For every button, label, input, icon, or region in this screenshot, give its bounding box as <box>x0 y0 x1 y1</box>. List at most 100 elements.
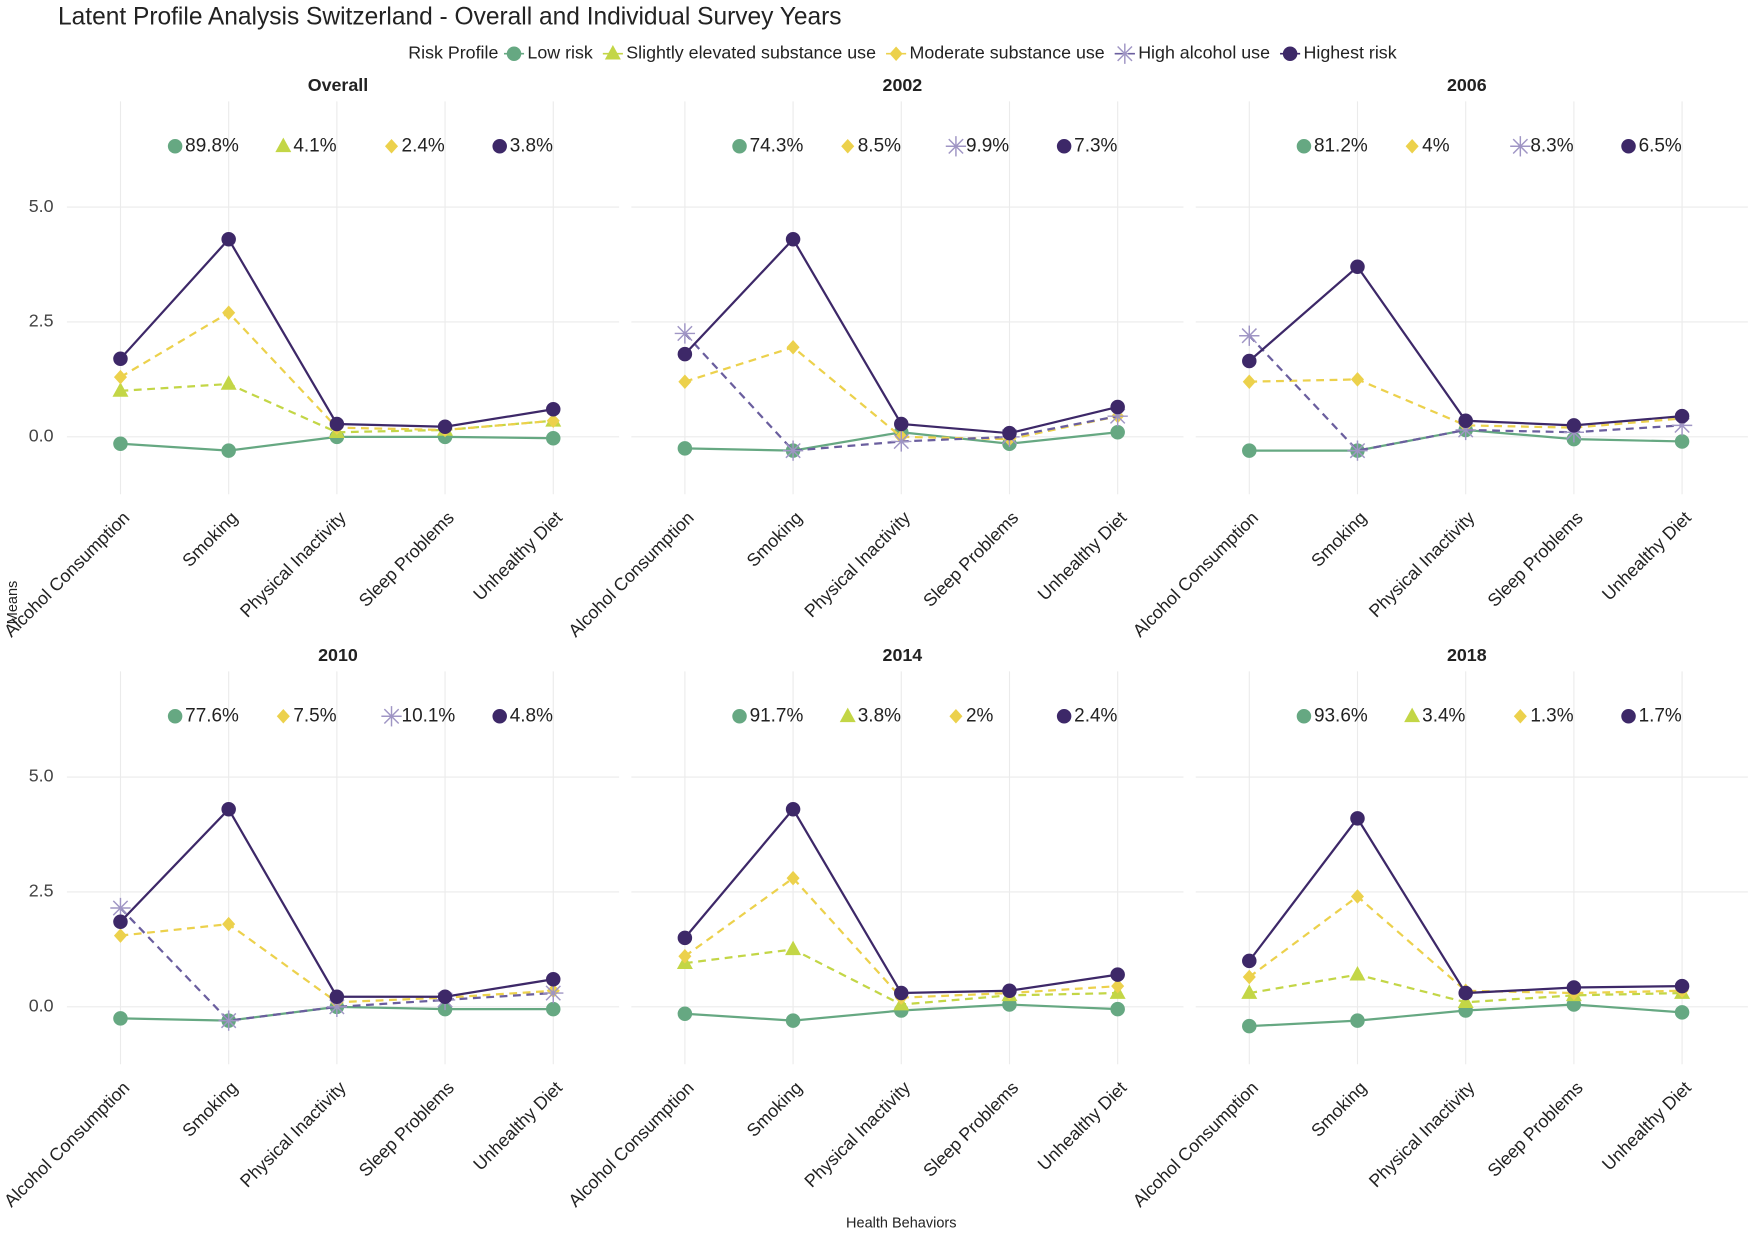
marker <box>678 374 692 389</box>
y-axis-title: Means <box>5 581 21 625</box>
share-label: 89.8% <box>185 135 239 156</box>
marker <box>732 139 747 154</box>
series-line <box>1248 895 1683 995</box>
marker <box>546 1001 561 1017</box>
marker <box>276 709 290 724</box>
marker <box>1674 434 1690 449</box>
marker <box>945 136 967 157</box>
x-tick-label: Unhealthy Diet <box>1034 507 1131 604</box>
x-tick-label: Alcohol Consumption <box>0 508 133 641</box>
marker <box>1621 139 1636 154</box>
x-tick-label: Smoking <box>178 508 241 571</box>
marker <box>1056 139 1072 154</box>
x-tick-label: Physical Inactivity <box>800 1077 914 1191</box>
marker <box>841 139 855 154</box>
x-tick-label: Smoking <box>178 1078 241 1141</box>
marker-stroke <box>948 138 964 154</box>
marker <box>1350 889 1365 904</box>
x-tick-label: Sleep Problems <box>1484 507 1587 610</box>
share-label: 77.6% <box>185 705 239 726</box>
marker <box>112 382 129 397</box>
marker <box>437 989 453 1004</box>
marker <box>786 870 800 886</box>
share-label: 7.3% <box>1074 135 1117 156</box>
x-tick-label: Physical Inactivity <box>800 507 914 621</box>
marker <box>1002 425 1017 441</box>
legend-label: Moderate substance use <box>909 42 1104 62</box>
marker-stroke <box>1349 442 1366 459</box>
marker-stroke <box>677 325 693 342</box>
marker <box>1002 983 1017 999</box>
marker <box>1110 967 1125 982</box>
marker <box>113 914 128 930</box>
marker <box>678 949 692 964</box>
marker <box>546 972 561 987</box>
marker <box>1405 139 1419 154</box>
share-label: 1.7% <box>1639 705 1682 726</box>
x-tick-label: Alcohol Consumption <box>1129 1078 1262 1211</box>
x-tick-label: Alcohol Consumption <box>564 1078 697 1211</box>
marker <box>1566 418 1582 433</box>
chart-title: Latent Profile Analysis Switzerland - Ov… <box>58 3 842 30</box>
marker <box>1404 707 1421 723</box>
share-label: 2.4% <box>402 135 445 156</box>
share-label: 10.1% <box>402 705 456 726</box>
x-tick-label: Unhealthy Diet <box>1034 1077 1131 1174</box>
share-label: 8.5% <box>858 135 901 156</box>
marker <box>1350 372 1365 387</box>
legend-label: Slightly elevated substance use <box>626 42 876 62</box>
x-tick-label: Sleep Problems <box>919 1077 1022 1180</box>
x-tick-label: Smoking <box>1307 508 1370 571</box>
marker <box>1458 413 1473 429</box>
share-label: 74.3% <box>750 135 804 156</box>
marker <box>1296 139 1312 154</box>
marker <box>1350 259 1365 275</box>
marker <box>732 709 747 724</box>
marker-stroke <box>785 442 801 459</box>
marker <box>384 139 399 154</box>
panel-title: 2006 <box>1447 75 1487 95</box>
legend-label: Highest risk <box>1303 42 1396 62</box>
marker <box>1350 1013 1365 1028</box>
share-label: 93.6% <box>1314 705 1368 726</box>
share-label: 6.5% <box>1639 135 1682 156</box>
share-label: 3.4% <box>1422 705 1465 726</box>
marker <box>1621 709 1636 724</box>
panel-title: 2018 <box>1447 645 1487 665</box>
marker-stroke <box>893 433 909 450</box>
marker <box>1239 325 1260 346</box>
x-tick-label: Physical Inactivity <box>1365 507 1479 621</box>
share-label: 4.1% <box>293 135 336 156</box>
marker <box>167 139 183 154</box>
marker <box>221 801 236 817</box>
marker <box>1350 811 1365 826</box>
marker <box>492 709 507 724</box>
marker <box>1110 1001 1125 1017</box>
marker <box>492 139 507 154</box>
y-tick-label: 0.0 <box>29 996 54 1016</box>
x-tick-label: Alcohol Consumption <box>564 508 697 641</box>
x-tick-label: Smoking <box>1307 1078 1370 1141</box>
marker <box>674 323 696 344</box>
marker <box>329 416 345 432</box>
marker <box>275 137 292 153</box>
x-tick-label: Physical Inactivity <box>1365 1077 1479 1191</box>
x-tick-label: Sleep Problems <box>919 507 1022 610</box>
y-tick-label: 2.5 <box>29 311 54 331</box>
marker <box>1674 1005 1690 1020</box>
marker <box>113 436 128 451</box>
marker <box>1458 985 1473 1001</box>
marker <box>786 339 800 355</box>
x-tick-label: Alcohol Consumption <box>1129 508 1262 641</box>
x-tick-label: Physical Inactivity <box>236 1077 350 1191</box>
y-tick-label: 5.0 <box>29 196 54 216</box>
x-tick-label: Unhealthy Diet <box>1598 507 1695 604</box>
marker <box>894 416 909 432</box>
marker <box>1241 984 1258 999</box>
panel-title: Overall <box>308 75 368 95</box>
share-label: 2% <box>966 705 994 726</box>
marker <box>1242 969 1256 985</box>
marker <box>220 375 237 390</box>
